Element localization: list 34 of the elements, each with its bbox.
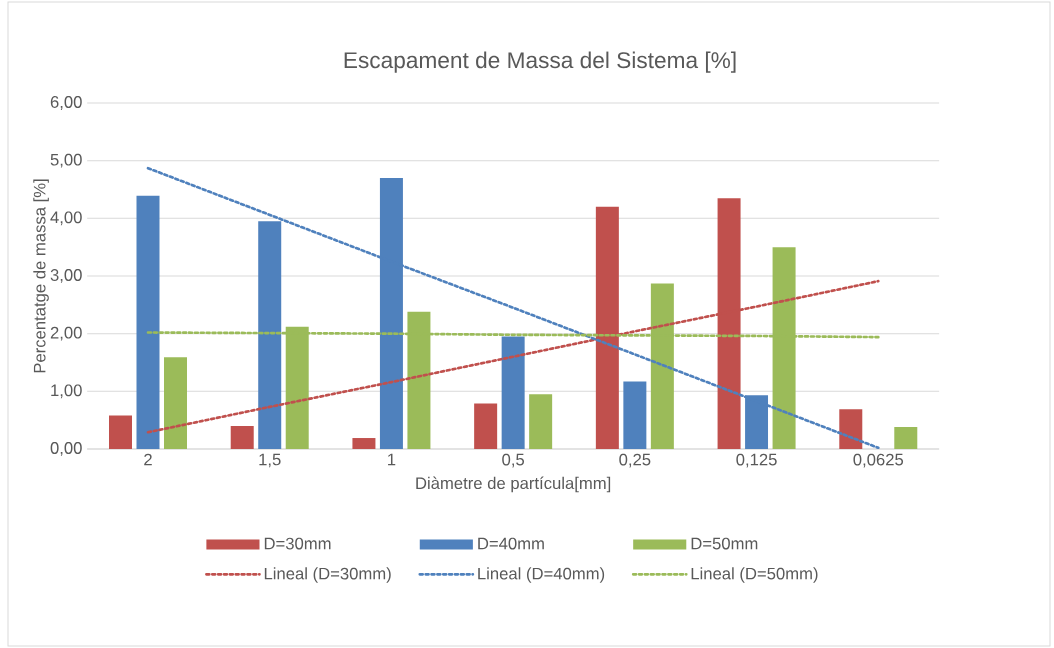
bar: [839, 409, 863, 449]
legend-label: D=40mm: [478, 537, 544, 550]
y-tick-label: 5,00: [50, 153, 82, 168]
x-tick-label: 0,0625: [853, 453, 904, 468]
bar: [474, 403, 498, 449]
x-tick-label: 2: [144, 453, 152, 466]
x-tick-label: 0,25: [619, 453, 651, 468]
y-tick-label: 1,00: [51, 384, 82, 399]
y-tick-label: 3,00: [50, 269, 82, 283]
bar: [529, 394, 553, 449]
y-tick-label: 4,00: [50, 211, 82, 226]
x-axis-title: Diàmetre de partícula[mm]: [416, 476, 611, 493]
y-tick-label: 6,00: [50, 96, 82, 110]
chart-title: Escapament de Massa del Sistema [%]: [344, 51, 736, 73]
x-tick-label: 1: [388, 453, 396, 466]
legend-label: D=30mm: [264, 537, 331, 550]
bar: [501, 336, 525, 449]
x-tick-label: 0,125: [736, 453, 777, 468]
bar: [164, 357, 187, 449]
legend-label: Lineal (D=40mm): [478, 567, 605, 583]
y-tick-label: 0,00: [50, 442, 82, 456]
bar: [109, 415, 132, 449]
bar: [230, 425, 254, 449]
bar: [894, 427, 918, 449]
bar: [623, 381, 647, 449]
legend-label: Lineal (D=30mm): [264, 567, 391, 583]
x-tick-label: 0,5: [502, 453, 525, 468]
y-axis-title: Percentatge de massa [%]: [33, 179, 49, 373]
legend-label: D=50mm: [691, 537, 758, 550]
bar: [352, 438, 376, 449]
legend-label: Lineal (D=50mm): [691, 567, 818, 583]
x-tick-label: 1,5: [259, 453, 281, 468]
bar: [136, 195, 160, 449]
y-tick-label: 2,00: [50, 326, 82, 341]
